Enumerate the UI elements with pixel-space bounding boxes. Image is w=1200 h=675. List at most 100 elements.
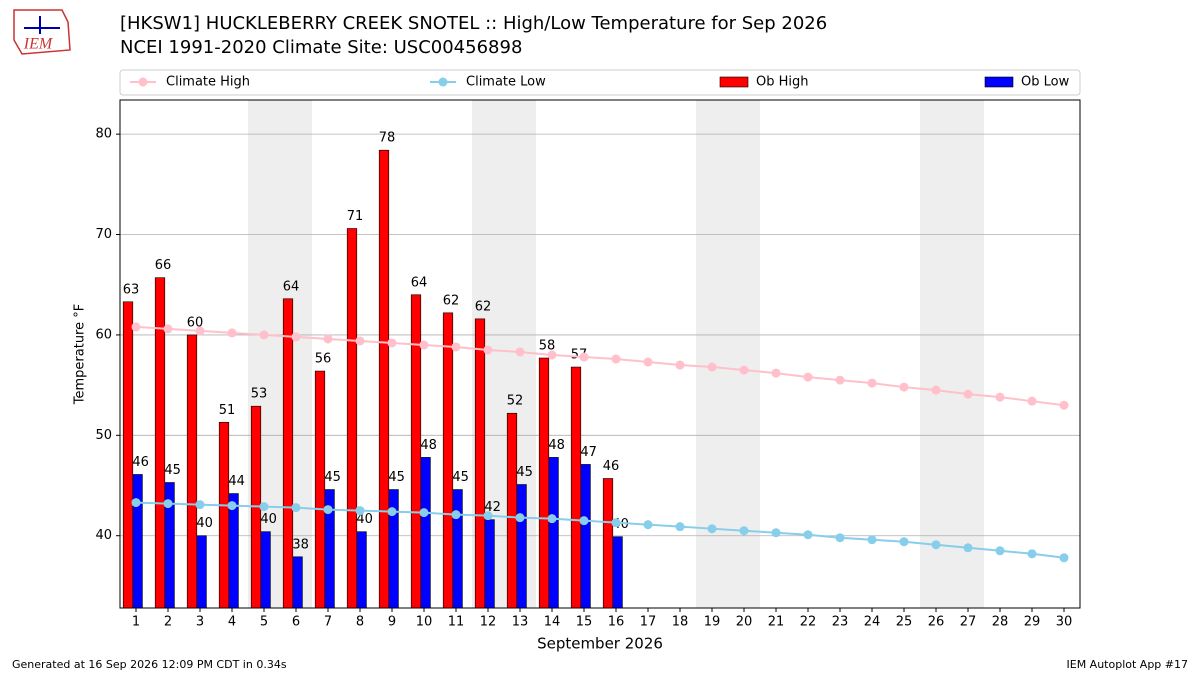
data-label: 52 (507, 394, 524, 409)
bar (612, 536, 623, 609)
point (323, 505, 333, 515)
data-label: 45 (516, 465, 533, 480)
point (579, 352, 589, 362)
legend-label: Ob Low (1021, 75, 1070, 90)
y-tick-label: 80 (95, 127, 112, 142)
data-label: 53 (251, 387, 268, 402)
x-tick-label: 4 (228, 615, 236, 630)
bar (314, 370, 326, 609)
point (867, 535, 877, 545)
x-tick-label: 14 (544, 615, 561, 630)
point (867, 378, 877, 388)
bar (570, 366, 582, 609)
point (899, 382, 909, 392)
point (1027, 396, 1037, 406)
x-axis-label: September 2026 (537, 635, 663, 653)
x-tick-label: 12 (480, 615, 497, 630)
data-label: 62 (443, 293, 460, 308)
x-tick-label: 6 (292, 615, 300, 630)
point (1059, 400, 1069, 410)
data-label: 58 (539, 339, 556, 354)
point (1059, 553, 1069, 563)
point (515, 513, 525, 523)
point (771, 528, 781, 538)
point (611, 354, 621, 364)
line (135, 325, 1065, 407)
data-label: 45 (164, 463, 181, 478)
legend-marker (438, 77, 448, 87)
x-tick-label: 11 (448, 615, 465, 630)
bar (548, 457, 559, 609)
x-tick-label: 19 (704, 615, 721, 630)
bar (228, 493, 239, 609)
point (451, 510, 461, 520)
x-tick-label: 3 (196, 615, 204, 630)
data-label: 46 (603, 459, 620, 474)
data-label: 45 (388, 470, 405, 485)
bar (218, 421, 230, 609)
legend-label: Climate High (166, 75, 250, 90)
point (803, 372, 813, 382)
point (931, 540, 941, 550)
bar (388, 489, 399, 609)
point (195, 326, 205, 336)
chart-subtitle: NCEI 1991-2020 Climate Site: USC00456898 (120, 37, 522, 58)
bar (516, 484, 527, 609)
point (227, 501, 237, 511)
point (963, 543, 973, 553)
data-label: 44 (228, 474, 245, 489)
point (739, 365, 749, 375)
point (739, 526, 749, 536)
point (899, 537, 909, 547)
data-label: 45 (452, 470, 469, 485)
point (419, 340, 429, 350)
bar (474, 318, 486, 609)
x-tick-label: 29 (1024, 615, 1041, 630)
point (419, 508, 429, 518)
y-tick-label: 70 (95, 227, 112, 242)
point (675, 522, 685, 532)
bar (420, 457, 431, 609)
point (579, 516, 589, 526)
data-label: 66 (155, 258, 172, 273)
data-label: 40 (356, 512, 373, 527)
data-label: 62 (475, 299, 492, 314)
point (195, 500, 205, 510)
point (771, 368, 781, 378)
x-tick-label: 1 (132, 615, 140, 630)
point (611, 518, 621, 528)
y-tick-label: 60 (95, 327, 112, 342)
legend-marker (138, 77, 148, 87)
bar (602, 478, 614, 609)
data-label: 48 (548, 438, 565, 453)
point (707, 362, 717, 372)
point (643, 520, 653, 530)
point (259, 330, 269, 340)
y-tick-label: 50 (95, 428, 112, 443)
bar (186, 334, 198, 609)
bar (282, 298, 294, 609)
point (131, 498, 141, 508)
x-tick-label: 7 (324, 615, 332, 630)
x-tick-label: 30 (1056, 615, 1073, 630)
point (387, 338, 397, 348)
bar (452, 489, 463, 609)
data-label: 63 (123, 282, 140, 297)
x-tick-label: 18 (672, 615, 689, 630)
bar (538, 357, 550, 609)
bar (356, 531, 367, 609)
point (483, 345, 493, 355)
point (515, 347, 525, 357)
legend-label: Climate Low (466, 75, 546, 90)
x-tick-label: 22 (800, 615, 817, 630)
line (135, 501, 1065, 559)
bar (346, 228, 358, 609)
bar (580, 464, 591, 609)
x-tick-label: 28 (992, 615, 1009, 630)
data-label: 64 (411, 275, 428, 290)
point (835, 533, 845, 543)
weekend-band (920, 100, 984, 608)
point (163, 499, 173, 509)
point (675, 360, 685, 370)
